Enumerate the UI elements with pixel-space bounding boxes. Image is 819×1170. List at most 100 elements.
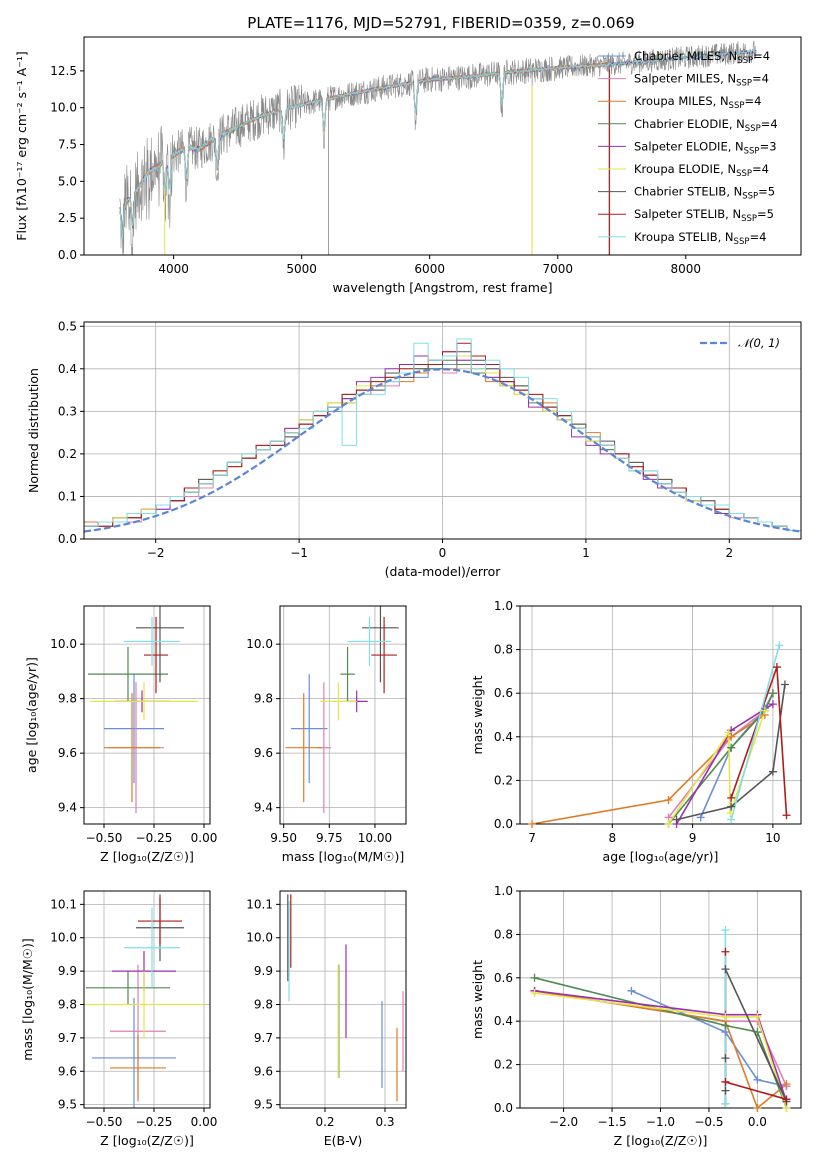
y-tick-label: 10.0 — [246, 637, 273, 651]
y-axis-label: age [log₁₀(age/yr)] — [24, 657, 39, 773]
marker-plus — [530, 973, 539, 982]
legend-label-text: Salpeter ELODIE, N — [634, 139, 744, 153]
y-tick-label: 9.9 — [254, 964, 273, 978]
marker-plus — [727, 802, 736, 811]
y-tick-label: 9.8 — [254, 998, 273, 1012]
marker-plus — [782, 811, 791, 820]
legend-label-text: Kroupa ELODIE, N — [634, 162, 736, 176]
x-tick-label: 4000 — [158, 262, 189, 276]
x-tick-label: −1.5 — [597, 1115, 626, 1129]
y-tick-label: 7.5 — [58, 138, 77, 152]
x-tick-label: 0.00 — [191, 831, 218, 845]
marker-plus — [627, 986, 636, 995]
marker-plus — [721, 1086, 730, 1095]
marker-plus — [696, 813, 705, 822]
x-axis-label: (data-model)/error — [385, 564, 502, 579]
axes-frame — [83, 890, 211, 1109]
plot-area — [84, 894, 204, 1108]
y-tick-label: 0.6 — [494, 971, 513, 985]
marker-plus — [672, 815, 681, 824]
legend-label-text: Salpeter STELIB, N — [634, 207, 741, 221]
y-tick-label: 0.5 — [58, 319, 77, 333]
y-tick-label: 0.0 — [58, 532, 77, 546]
y-tick-label: 9.8 — [58, 692, 77, 706]
x-axis-label: E(B-V) — [324, 1133, 363, 1148]
x-axis-label: mass [log₁₀(M/M☉)] — [282, 849, 404, 864]
marker-plus — [724, 728, 733, 737]
massweight-line — [667, 692, 774, 824]
axes-frame — [83, 605, 211, 825]
y-tick-label: 9.6 — [254, 1064, 273, 1078]
x-tick-label: 6000 — [414, 262, 445, 276]
x-tick-label: −0.5 — [694, 1115, 723, 1129]
panel-spectrum: 4000 5000 6000 7000 8000 0.0 2.5 5.0 7.5 10.0 12.5… — [14, 36, 802, 295]
massweight-line — [730, 666, 788, 816]
y-tick-label: 0.2 — [494, 1058, 513, 1072]
y-tick-label: 12.5 — [50, 64, 77, 78]
massweight-line — [534, 990, 788, 1108]
legend-label: Salpeter STELIB, NSSP=5 — [634, 207, 774, 224]
marker-plus — [721, 926, 730, 935]
x-tick-label: 0.0 — [748, 1115, 767, 1129]
legend-nssp: =5 — [757, 207, 774, 221]
y-tick-label: 0.0 — [494, 817, 513, 831]
x-tick-label: 9 — [689, 831, 697, 845]
x-tick-label: 0.2 — [315, 1115, 334, 1129]
plot-area — [119, 40, 757, 255]
legend-label: Chabrier MILES, NSSP=4 — [634, 49, 770, 66]
y-tick-label: 9.9 — [58, 964, 77, 978]
legend-label: Kroupa MILES, NSSP=4 — [634, 94, 761, 111]
y-tick-label: 10.1 — [246, 897, 273, 911]
legend-nssp: =4 — [761, 117, 778, 131]
marker-plus — [772, 663, 781, 672]
legend-label: Chabrier STELIB, NSSP=5 — [634, 185, 775, 202]
x-tick-label: 10.00 — [358, 831, 392, 845]
marker-plus — [721, 1054, 730, 1063]
legend-subscript: SSP — [729, 101, 745, 111]
x-tick-label: −0.50 — [86, 831, 123, 845]
massweight-line — [531, 714, 766, 824]
panel-age-vs-mass: 9.50 9.75 10.00 9.4 9.6 9.8 10.0 mass [log₁₀(M/… — [246, 605, 407, 864]
marker-plus — [727, 815, 736, 824]
marker-plus — [664, 796, 673, 805]
marker-plus — [768, 700, 777, 709]
x-tick-label: 7 — [528, 831, 536, 845]
legend-nssp: =4 — [744, 94, 761, 108]
legend-nssp: =4 — [753, 49, 770, 63]
legend-subscript: SSP — [736, 169, 752, 179]
y-tick-label: 9.4 — [58, 801, 77, 815]
legend-label-text: Chabrier STELIB, N — [634, 185, 742, 199]
y-tick-label: 0.4 — [58, 362, 77, 376]
normal-curve — [84, 368, 801, 533]
massweight-line — [730, 644, 781, 820]
panel-massweight-vs-Z: −2.0 −1.5 −1.0 −0.5 0.0 0.0 0.2 0.4 0.6 0.8 1.0 Z [… — [470, 884, 802, 1148]
y-axis-label: mass weight — [470, 960, 485, 1039]
y-axis-label: mass [log₁₀(M/M☉)] — [20, 938, 35, 1060]
x-tick-label: −1 — [290, 546, 308, 560]
plot-area — [88, 606, 198, 814]
axes-frame — [279, 890, 407, 1109]
marker-plus — [727, 793, 736, 802]
y-tick-label: 9.8 — [254, 692, 273, 706]
y-tick-label: 10.0 — [50, 637, 77, 651]
marker-plus — [753, 1104, 762, 1112]
marker-plus — [775, 641, 784, 650]
y-tick-label: 0.8 — [494, 927, 513, 941]
massweight-line — [724, 968, 788, 1104]
y-tick-label: 0.2 — [494, 773, 513, 787]
x-axis-label: wavelength [Angstrom, rest frame] — [332, 280, 552, 295]
y-tick-label: 9.6 — [58, 746, 77, 760]
x-tick-label: 0.00 — [191, 1115, 218, 1129]
axes-frame — [83, 36, 802, 256]
legend-label-text: Kroupa MILES, N — [634, 94, 729, 108]
x-tick-label: −2 — [147, 546, 165, 560]
x-tick-label: −1.0 — [646, 1115, 675, 1129]
histogram-step — [84, 338, 801, 531]
massweight-line — [676, 684, 786, 821]
y-tick-label: 9.5 — [254, 1098, 273, 1112]
x-tick-label: 7000 — [542, 262, 573, 276]
marker-plus — [753, 1028, 762, 1037]
legend-nssp: =4 — [752, 162, 769, 176]
marker-plus — [721, 947, 730, 956]
legend-subscript: SSP — [737, 56, 753, 66]
